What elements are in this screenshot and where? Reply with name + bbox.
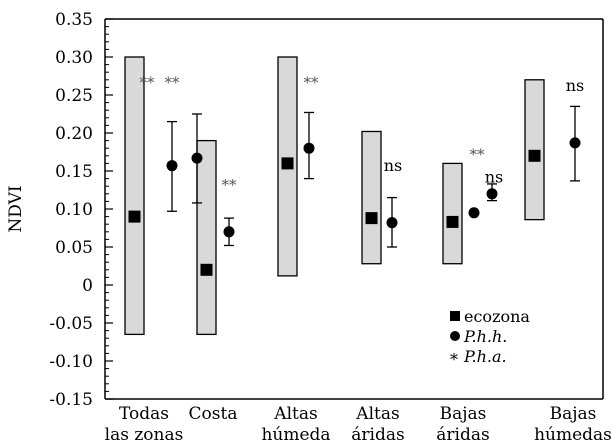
ecozona-square-marker — [365, 212, 378, 225]
phh-circle-marker — [486, 188, 498, 200]
y-tick-label: 0.30 — [55, 48, 93, 68]
range-box — [196, 139, 217, 336]
significance-label: ** — [470, 146, 486, 164]
markers — [128, 137, 581, 276]
phh-circle-marker — [223, 226, 235, 238]
category-label-line2: las zonas — [105, 425, 184, 445]
range-box — [524, 79, 545, 221]
significance-label: ** — [304, 73, 320, 91]
significance-label: ns — [566, 76, 585, 95]
y-tick-label: 0.25 — [55, 86, 93, 106]
legend-circle-marker — [450, 331, 460, 341]
legend-square-marker — [450, 311, 460, 321]
ecozona-square-marker — [200, 263, 213, 276]
category-label-line2: áridas — [436, 425, 489, 445]
legend-label: ecozona — [464, 307, 530, 326]
category-label-line2: áridas — [351, 425, 404, 445]
range-box — [124, 56, 145, 336]
category-label-line1: Altas — [355, 404, 399, 424]
category-label-line2: húmedas — [534, 425, 612, 445]
ecozona-square-marker — [281, 157, 294, 170]
category-label-line1: Costa — [189, 404, 238, 424]
category-label-line1: Bajas — [440, 404, 487, 424]
y-tick-label: 0.15 — [55, 162, 93, 182]
category-label-line1: Bajas — [550, 404, 597, 424]
significance-label: ** — [140, 73, 156, 91]
y-axis-label: NDVI — [6, 185, 26, 232]
phh-circle-marker — [386, 217, 398, 229]
range-box — [361, 130, 382, 265]
y-tick-label: 0.20 — [55, 124, 93, 144]
phh-circle-marker — [303, 142, 315, 154]
ecozona-square-marker — [446, 215, 459, 228]
significance-label: ** — [222, 176, 238, 194]
legend-label: P.h.h. — [463, 327, 507, 346]
phh-circle-marker — [166, 160, 178, 172]
y-tick-label: 0.35 — [55, 10, 93, 30]
significance-label: ns — [384, 156, 403, 175]
category-label-line2: húmeda — [261, 425, 330, 445]
category-label-line1: Todas — [119, 404, 169, 424]
category-label-line1: Altas — [273, 404, 317, 424]
y-tick-label: -0.15 — [49, 390, 93, 410]
significance-labels: ** ** ** ** ns ** ns ns — [140, 73, 585, 194]
phh-circle-marker — [468, 207, 480, 219]
significance-label: ns — [485, 167, 504, 186]
significance-label: ** — [165, 73, 181, 91]
y-tick-label: -0.10 — [49, 352, 93, 372]
phh-circle-marker — [191, 152, 203, 164]
range-box — [442, 162, 463, 265]
ecozona-square-marker — [528, 149, 541, 162]
legend-asterisk-marker: * — [450, 350, 458, 369]
axes: 0.35 0.30 0.25 0.20 0.15 0.10 0.05 0 -0.05 -0.10 -… — [49, 10, 604, 410]
phh-circle-marker — [569, 137, 581, 149]
y-tick-label: -0.05 — [49, 314, 93, 334]
y-tick-label: 0.10 — [55, 200, 93, 220]
y-tick-label: 0.05 — [55, 238, 93, 258]
ecozona-square-marker — [128, 210, 141, 223]
range-boxes — [124, 56, 545, 336]
y-tick-label: 0 — [82, 276, 93, 296]
legend-label: P.h.a. — [463, 347, 507, 366]
